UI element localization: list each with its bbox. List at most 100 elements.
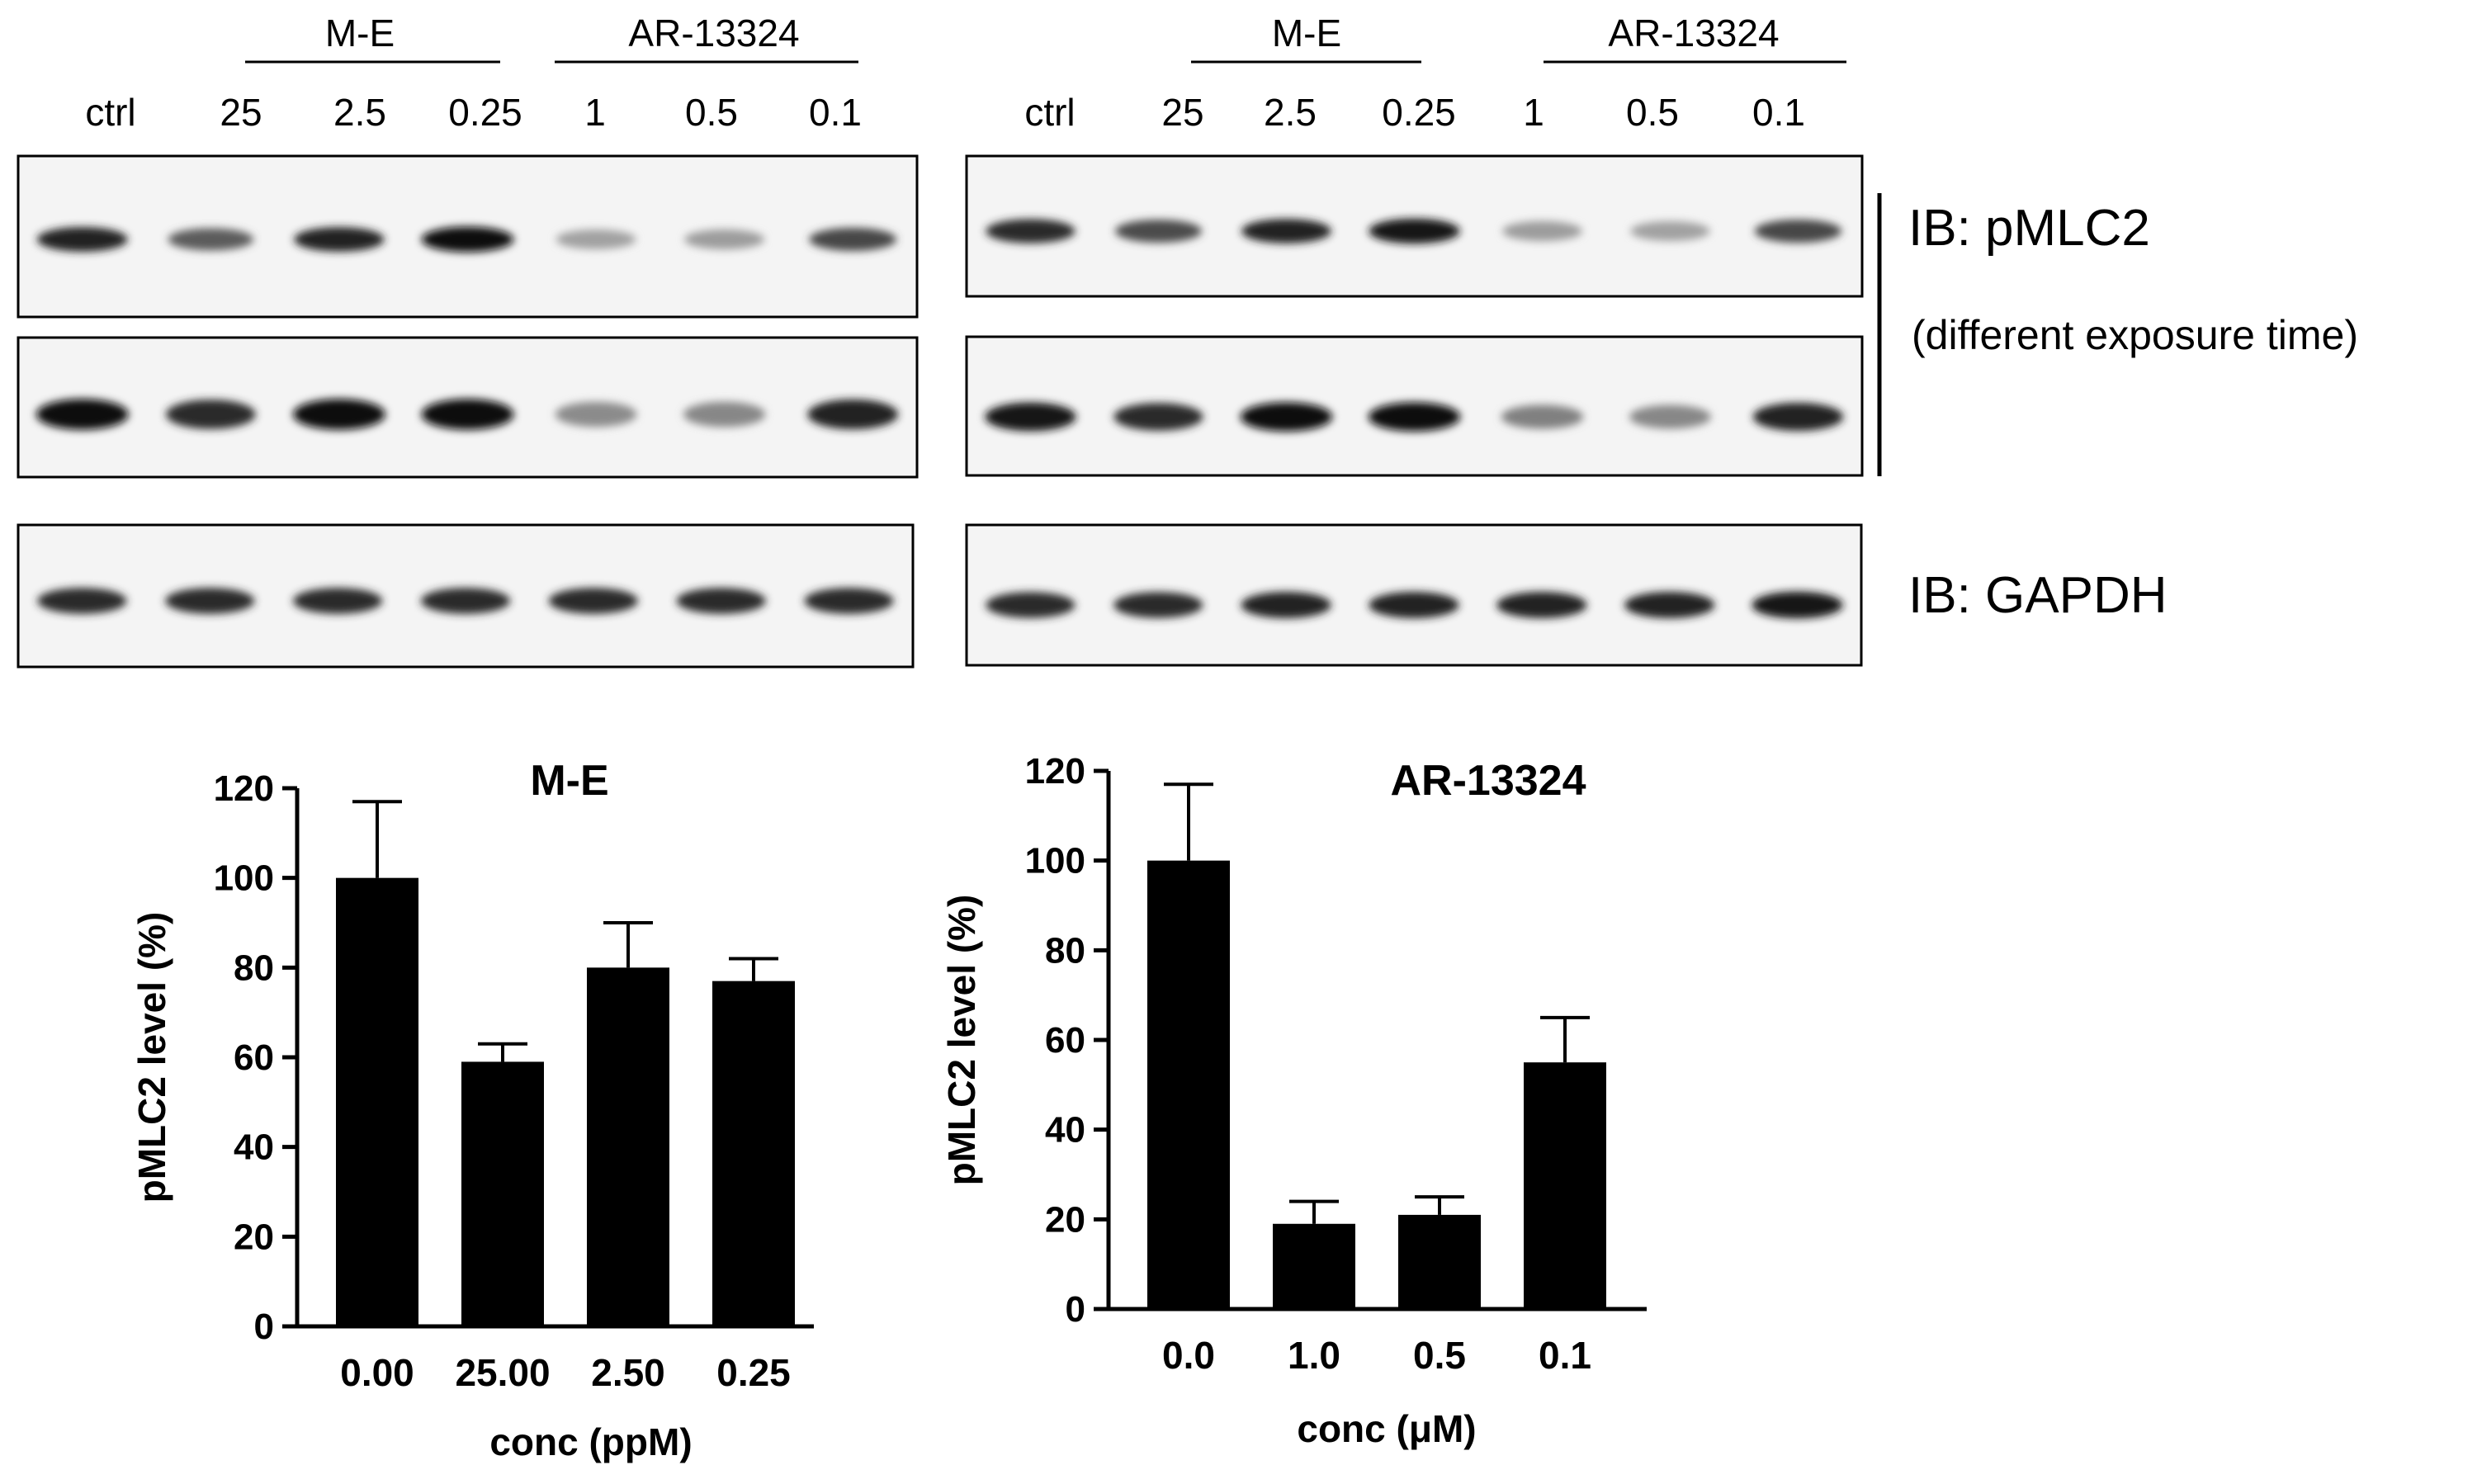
- blot-band: [1502, 220, 1582, 242]
- blot-band: [421, 226, 514, 253]
- bar: [1273, 1223, 1355, 1309]
- y-tick-label: 120: [1025, 751, 1085, 792]
- blot-band: [1241, 592, 1331, 618]
- blot-band: [1754, 219, 1842, 243]
- lane-label: 0.5: [1626, 91, 1679, 134]
- blot-frame: [965, 523, 1863, 667]
- lane-label: 1: [1523, 91, 1544, 134]
- bar: [1524, 1062, 1606, 1309]
- blot-strip-pmlc2-short: [965, 154, 1864, 298]
- blot-strip-pmlc2-short: [17, 154, 919, 319]
- bar: [712, 981, 795, 1326]
- y-tick-label: 0: [254, 1307, 274, 1347]
- blot-band: [1630, 221, 1710, 241]
- band-group: [986, 218, 1842, 244]
- blot-band: [809, 227, 897, 252]
- blot-band: [555, 401, 637, 428]
- blot-band: [1369, 218, 1460, 244]
- bar: [587, 967, 669, 1326]
- blot-band: [1501, 404, 1584, 429]
- y-tick-layer: 0 20 40 60 80 100 120: [214, 768, 297, 1347]
- lane-label: ctrl: [1024, 91, 1075, 134]
- blot-band: [36, 227, 128, 252]
- band-group: [35, 399, 899, 430]
- blot-strip-pmlc2-long: [965, 335, 1864, 477]
- group-label-ar13324: AR-13324: [628, 12, 799, 54]
- y-tick-label: 40: [234, 1127, 274, 1168]
- x-tick-label: 1.0: [1288, 1334, 1340, 1377]
- blot-strip-gapdh: [965, 523, 1863, 667]
- lane-label: 1: [584, 91, 606, 134]
- band-group: [37, 588, 894, 614]
- blot-band: [1114, 220, 1203, 243]
- y-tick-label: 40: [1045, 1110, 1085, 1151]
- lane-label: 0.25: [1382, 91, 1456, 134]
- blot-band: [165, 588, 255, 614]
- blot-strip-gapdh: [17, 523, 915, 669]
- bar-layer: [336, 800, 795, 1326]
- ib-pmlc2-label: IB: pMLC2: [1908, 200, 2150, 257]
- blot-band: [684, 229, 765, 250]
- blot-band: [1624, 592, 1715, 618]
- y-axis-label: pMLC2 level (%): [130, 912, 173, 1203]
- blot-band: [1113, 403, 1203, 431]
- bar: [1147, 860, 1230, 1309]
- blot-band: [676, 588, 766, 614]
- blot-band: [292, 399, 385, 430]
- x-tick-label: 0.00: [340, 1351, 414, 1394]
- lane-label: 0.5: [685, 91, 738, 134]
- x-tick-label: 0.5: [1413, 1334, 1466, 1377]
- blot-band: [35, 399, 129, 430]
- y-tick-label: 0: [1066, 1289, 1085, 1330]
- group-label-ar13324: AR-13324: [1608, 12, 1779, 54]
- blot-band: [1752, 591, 1843, 619]
- blot-band: [294, 227, 385, 252]
- x-tick-label: 0.0: [1162, 1334, 1215, 1377]
- blot-band: [1241, 219, 1331, 243]
- blot-band: [985, 402, 1076, 432]
- blot-band: [807, 399, 899, 430]
- y-tick-label: 120: [214, 768, 274, 809]
- x-tick-layer: 0.00 25.00 2.50 0.25: [340, 1351, 791, 1394]
- bar: [336, 877, 418, 1326]
- blot-band: [165, 399, 256, 429]
- blot-strip-pmlc2-long: [17, 336, 919, 479]
- blot-band: [1368, 402, 1461, 432]
- blot-band: [37, 588, 127, 614]
- y-tick-label: 100: [1025, 841, 1085, 881]
- bar: [461, 1061, 544, 1326]
- blot-panel-right: M-E AR-13324 ctrl 25 2.5 0.25 1 0.5 0.1: [965, 12, 1864, 667]
- bar-chart-me: M-E 0 20 40 60 80 100 120 0.00 25.00 2.50 0.25 co…: [130, 757, 814, 1463]
- y-tick-label: 80: [1045, 930, 1085, 971]
- lane-label: 25: [220, 91, 262, 134]
- ib-gapdh-label: IB: GAPDH: [1908, 567, 2168, 624]
- chart-title: AR-13324: [1390, 757, 1586, 805]
- blot-band: [1629, 404, 1712, 429]
- blot-panel-left: M-E AR-13324 ctrl 25 2.5 0.25 1 0.5 0.1: [17, 12, 919, 669]
- x-tick-layer: 0.0 1.0 0.5 0.1: [1162, 1334, 1591, 1377]
- group-label-me: M-E: [1272, 12, 1341, 54]
- lane-label: 2.5: [1264, 91, 1317, 134]
- x-tick-label: 2.50: [591, 1351, 665, 1394]
- blot-band: [555, 229, 636, 249]
- blot-band: [986, 219, 1076, 243]
- lane-label: ctrl: [85, 91, 135, 134]
- lane-label: 0.1: [809, 91, 862, 134]
- band-group: [36, 226, 897, 253]
- y-tick-label: 20: [234, 1217, 274, 1257]
- blot-band: [804, 588, 894, 614]
- bar-layer: [1147, 782, 1606, 1309]
- y-tick-layer: 0 20 40 60 80 100 120: [1025, 751, 1109, 1330]
- blot-band: [293, 588, 383, 614]
- blot-band: [168, 228, 254, 251]
- blot-band: [1240, 402, 1333, 432]
- blot-band: [986, 592, 1076, 618]
- blot-band: [683, 401, 766, 428]
- y-tick-label: 60: [234, 1037, 274, 1078]
- y-tick-label: 20: [1045, 1199, 1085, 1240]
- lane-label: 0.25: [448, 91, 522, 134]
- band-group: [986, 591, 1843, 619]
- blot-band: [420, 588, 511, 614]
